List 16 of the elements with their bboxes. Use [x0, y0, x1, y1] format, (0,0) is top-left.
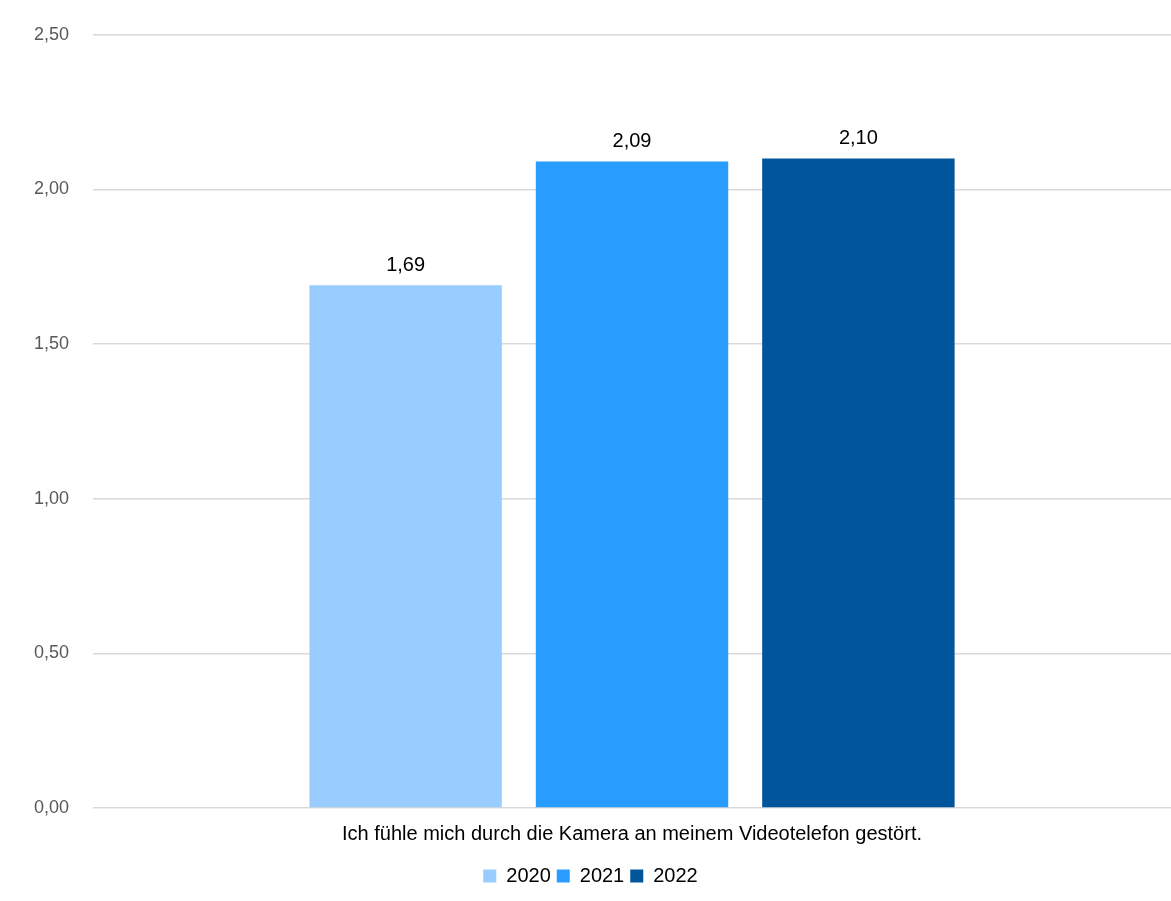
y-tick-label: 1,00 [33, 487, 70, 508]
bar [309, 285, 502, 808]
bar [762, 158, 955, 808]
y-tick-label: 2,50 [33, 23, 70, 44]
data-label: 2,09 [612, 129, 652, 152]
legend-label: 2022 [653, 863, 698, 886]
y-tick-label: 0,50 [33, 642, 70, 663]
legend-label: 2021 [579, 863, 625, 886]
x-tick-label: Ich fühle mich durch die Kamera an meinem Videotelefon gestört. [342, 821, 922, 844]
y-tick-label: 2,00 [33, 178, 70, 199]
data-label: 1,69 [386, 252, 426, 275]
y-tick-label: 1,50 [33, 333, 70, 354]
legend-label: 2020 [506, 863, 551, 886]
data-label: 2,10 [838, 126, 878, 149]
bar [535, 161, 729, 808]
y-tick-label: 0,00 [33, 796, 70, 817]
